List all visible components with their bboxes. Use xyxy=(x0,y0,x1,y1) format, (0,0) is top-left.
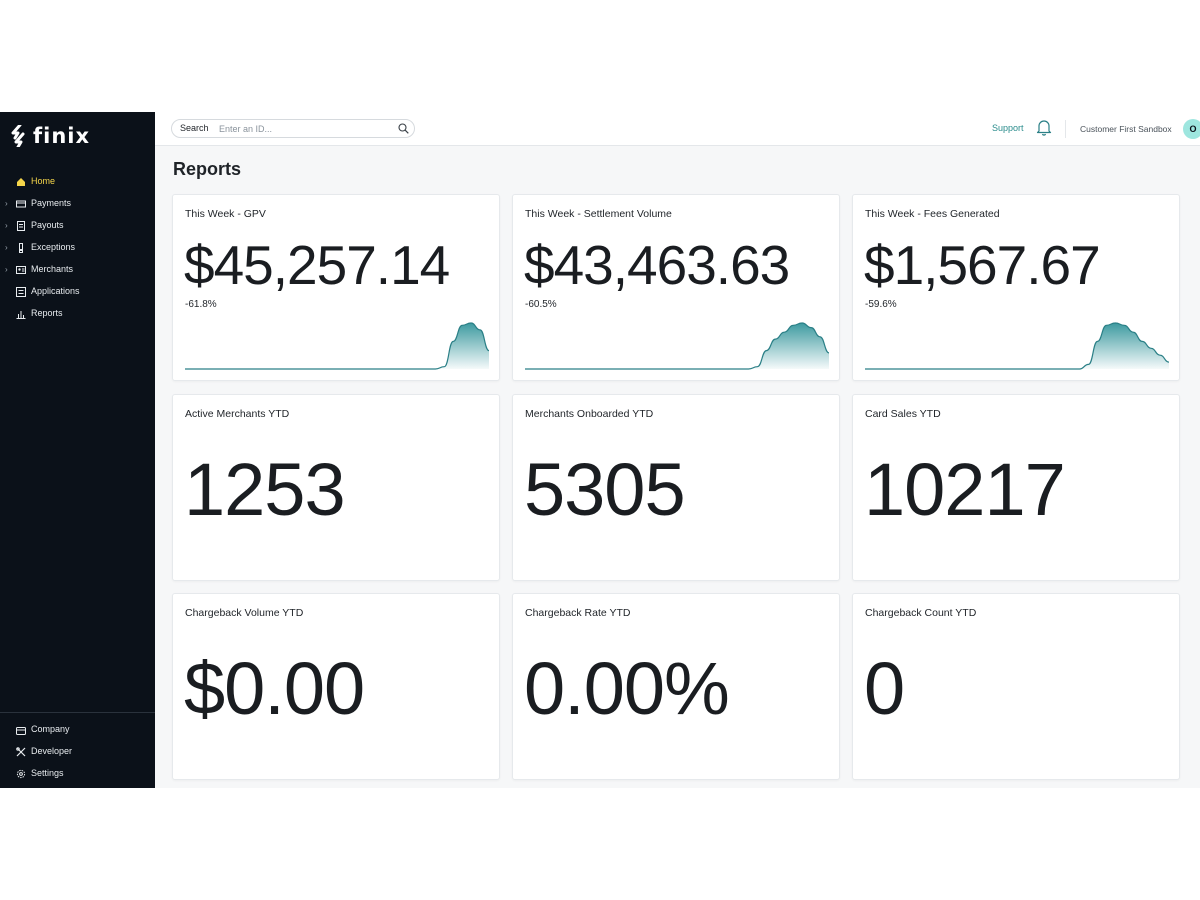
card-value: 0.00% xyxy=(524,647,730,730)
chevron-right-icon[interactable]: › xyxy=(5,199,8,208)
sidebar: finix Home › Payments › Payouts › Except… xyxy=(0,112,155,788)
sidebar-item-label: Reports xyxy=(31,308,63,318)
sidebar-item-exceptions[interactable]: › Exceptions xyxy=(0,237,155,259)
card-title: This Week - Settlement Volume xyxy=(525,208,672,220)
card-title: Chargeback Rate YTD xyxy=(525,607,631,619)
sparkline-area xyxy=(185,323,489,369)
sidebar-bottom-nav: Company Developer Settings xyxy=(0,719,155,785)
metric-card-gpv: This Week - GPV $45,257.14 -61.8% xyxy=(172,194,500,381)
sidebar-item-payouts[interactable]: › Payouts xyxy=(0,215,155,237)
logo-text: finix xyxy=(33,124,91,148)
card-title: Card Sales YTD xyxy=(865,408,941,420)
support-link[interactable]: Support xyxy=(992,123,1024,133)
list-icon xyxy=(16,287,26,297)
card-value: $45,257.14 xyxy=(184,234,450,296)
sidebar-item-label: Developer xyxy=(31,746,73,756)
credit-card-icon xyxy=(16,200,26,208)
card-title: This Week - GPV xyxy=(185,208,266,220)
sparkline-area xyxy=(525,323,829,369)
card-title: Merchants Onboarded YTD xyxy=(525,408,654,420)
bell-icon[interactable] xyxy=(1036,119,1052,136)
sidebar-item-developer[interactable]: Developer xyxy=(0,741,155,763)
sidebar-item-label: Payouts xyxy=(31,220,64,230)
metric-card-chargeback-volume: Chargeback Volume YTD $0.00 xyxy=(172,593,500,780)
sidebar-divider xyxy=(0,712,155,713)
card-delta: -59.6% xyxy=(865,299,897,310)
main-content: Search Support Customer First Sandbox O … xyxy=(155,112,1200,788)
sparkline-area xyxy=(865,323,1169,369)
sidebar-item-settings[interactable]: Settings xyxy=(0,763,155,785)
sidebar-nav: Home › Payments › Payouts › Exceptions ›… xyxy=(0,171,155,325)
card-title: Chargeback Count YTD xyxy=(865,607,977,619)
sparkline-chart xyxy=(185,322,489,370)
card-value: $0.00 xyxy=(184,647,365,730)
page-title: Reports xyxy=(173,159,242,179)
top-bar: Search Support Customer First Sandbox O xyxy=(155,112,1200,146)
sidebar-item-reports[interactable]: Reports xyxy=(0,303,155,325)
card-value: 1253 xyxy=(184,448,346,531)
exclamation-icon xyxy=(19,243,23,253)
finix-logo-mark-icon xyxy=(11,125,25,147)
building-icon xyxy=(16,727,26,735)
metric-card-active-merchants: Active Merchants YTD 1253 xyxy=(172,394,500,581)
search-label: Search xyxy=(180,123,209,133)
card-delta: -60.5% xyxy=(525,299,557,310)
document-icon xyxy=(17,221,25,231)
sidebar-item-label: Merchants xyxy=(31,264,74,274)
sidebar-item-applications[interactable]: Applications xyxy=(0,281,155,303)
avatar[interactable]: O xyxy=(1183,119,1200,139)
card-value: $1,567.67 xyxy=(864,234,1101,296)
card-value: 10217 xyxy=(864,448,1066,531)
tools-icon xyxy=(16,747,26,757)
card-title: This Week - Fees Generated xyxy=(865,208,1000,220)
sparkline-chart xyxy=(525,322,829,370)
topbar-divider xyxy=(1065,120,1066,138)
sidebar-item-label: Settings xyxy=(31,768,64,778)
account-switcher[interactable]: Customer First Sandbox xyxy=(1080,124,1172,134)
card-value: 0 xyxy=(864,647,905,730)
search-input[interactable] xyxy=(219,122,389,135)
sparkline-chart xyxy=(865,322,1169,370)
sidebar-item-label: Home xyxy=(31,176,56,186)
sidebar-item-label: Applications xyxy=(31,286,80,296)
home-icon xyxy=(17,178,25,186)
sidebar-item-home[interactable]: Home xyxy=(0,171,155,193)
chevron-right-icon[interactable]: › xyxy=(5,265,8,274)
sparkline-line xyxy=(525,322,829,370)
chevron-right-icon[interactable]: › xyxy=(5,243,8,252)
metric-card-fees-generated: This Week - Fees Generated $1,567.67 -59… xyxy=(852,194,1180,381)
sidebar-item-label: Company xyxy=(31,724,70,734)
sidebar-item-company[interactable]: Company xyxy=(0,719,155,741)
id-card-icon xyxy=(16,266,26,274)
sparkline-line xyxy=(185,322,489,370)
card-title: Chargeback Volume YTD xyxy=(185,607,304,619)
sparkline-line xyxy=(865,322,1169,370)
metric-card-chargeback-rate: Chargeback Rate YTD 0.00% xyxy=(512,593,840,780)
search-icon[interactable] xyxy=(398,123,409,134)
sidebar-item-label: Exceptions xyxy=(31,242,76,252)
metric-card-merchants-onboarded: Merchants Onboarded YTD 5305 xyxy=(512,394,840,581)
chart-icon xyxy=(16,311,26,319)
card-delta: -61.8% xyxy=(185,299,217,310)
metric-card-chargeback-count: Chargeback Count YTD 0 xyxy=(852,593,1180,780)
card-value: 5305 xyxy=(524,448,686,531)
metric-card-settlement-volume: This Week - Settlement Volume $43,463.63… xyxy=(512,194,840,381)
card-value: $43,463.63 xyxy=(524,234,790,296)
sidebar-item-merchants[interactable]: › Merchants xyxy=(0,259,155,281)
app-window: finix Home › Payments › Payouts › Except… xyxy=(0,112,1200,788)
chevron-right-icon[interactable]: › xyxy=(5,221,8,230)
metric-card-card-sales: Card Sales YTD 10217 xyxy=(852,394,1180,581)
search-box[interactable]: Search xyxy=(171,119,415,138)
finix-logo[interactable]: finix xyxy=(11,124,90,148)
sidebar-item-label: Payments xyxy=(31,198,72,208)
gear-icon xyxy=(16,769,26,779)
card-title: Active Merchants YTD xyxy=(185,408,290,420)
sidebar-item-payments[interactable]: › Payments xyxy=(0,193,155,215)
